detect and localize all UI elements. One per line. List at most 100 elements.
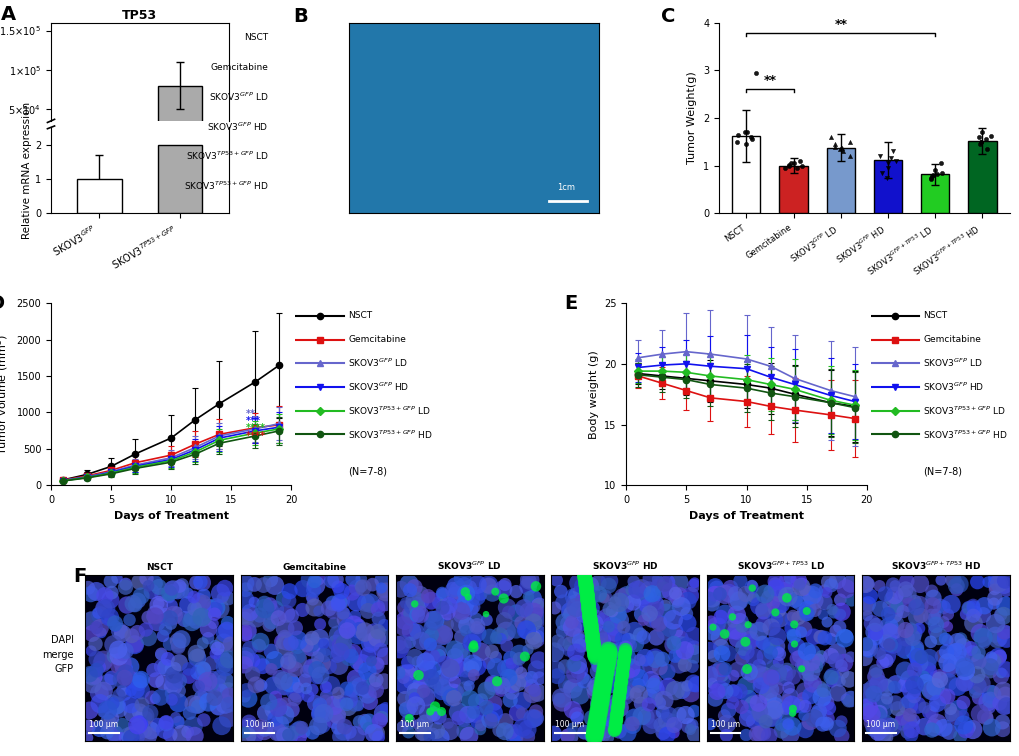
Point <box>291 722 308 734</box>
Point <box>761 683 777 696</box>
Point <box>414 595 430 607</box>
Point <box>642 720 658 732</box>
Point <box>616 685 633 697</box>
Point <box>613 667 630 679</box>
Point <box>123 732 140 744</box>
Point <box>949 680 965 692</box>
Point <box>593 680 609 692</box>
Point <box>762 671 779 683</box>
Point <box>585 730 601 742</box>
Point <box>612 669 629 681</box>
Point <box>368 659 384 671</box>
Point <box>840 696 856 708</box>
Point <box>165 692 181 705</box>
Point <box>377 586 393 598</box>
Text: 100 μm: 100 μm <box>865 720 895 729</box>
Point <box>588 715 604 727</box>
Point <box>826 655 843 667</box>
Point <box>876 718 893 730</box>
Point <box>843 594 859 606</box>
Point <box>492 685 508 697</box>
Point <box>280 729 297 741</box>
Point <box>406 581 422 593</box>
X-axis label: Days of Treatment: Days of Treatment <box>114 510 228 521</box>
Point <box>571 665 587 677</box>
Point <box>666 593 683 605</box>
Point <box>595 652 611 665</box>
Point <box>608 705 625 717</box>
Point <box>864 683 880 696</box>
Point <box>633 608 649 620</box>
Point <box>519 624 535 637</box>
Point <box>257 603 273 615</box>
Point <box>289 730 306 742</box>
Point <box>967 606 983 618</box>
Point <box>676 659 692 671</box>
Point <box>765 696 782 708</box>
Point <box>830 143 847 155</box>
Point <box>590 702 606 714</box>
Point <box>896 665 912 677</box>
Point <box>607 714 624 726</box>
Point <box>323 679 339 691</box>
Point <box>578 586 594 598</box>
Point <box>766 606 783 618</box>
Point <box>213 651 229 663</box>
Point <box>660 624 677 636</box>
Text: 100 μm: 100 μm <box>710 720 739 729</box>
Point <box>147 692 163 705</box>
Point <box>582 630 598 642</box>
Point <box>425 680 441 692</box>
Point <box>269 727 285 739</box>
Point <box>986 572 1003 584</box>
Point <box>866 627 882 639</box>
Point <box>589 708 605 720</box>
Point <box>161 638 177 650</box>
Point <box>99 727 115 739</box>
Point <box>981 130 998 142</box>
Point <box>409 609 425 621</box>
Point <box>729 129 745 141</box>
Point <box>820 702 837 714</box>
Point <box>303 591 319 603</box>
Point <box>873 167 890 179</box>
Point <box>998 663 1014 675</box>
Point <box>603 702 620 714</box>
Point <box>978 143 995 155</box>
Point <box>368 727 384 739</box>
Point <box>888 641 904 653</box>
Point <box>508 707 525 719</box>
Point <box>833 660 849 672</box>
X-axis label: Days of Treatment: Days of Treatment <box>689 510 803 521</box>
Point <box>416 664 432 676</box>
Point <box>791 578 807 590</box>
Point <box>920 652 936 664</box>
Point <box>612 671 629 683</box>
Point <box>312 669 328 681</box>
Point <box>368 674 384 686</box>
Point <box>887 580 903 592</box>
Point <box>886 590 902 602</box>
Point <box>588 714 604 727</box>
Point <box>596 666 612 678</box>
Point <box>603 605 620 617</box>
Point <box>578 584 594 596</box>
Point <box>648 631 664 643</box>
Point <box>137 710 153 722</box>
Point <box>925 612 942 624</box>
Point <box>606 720 623 733</box>
Point <box>472 723 488 736</box>
Text: SKOV3$^{TP53+GFP}$ LD: SKOV3$^{TP53+GFP}$ LD <box>347 404 431 417</box>
Point <box>304 632 320 644</box>
Point <box>714 673 731 685</box>
Point <box>161 591 177 603</box>
Point <box>759 642 775 654</box>
Point <box>446 676 463 688</box>
Point <box>586 649 602 662</box>
Point <box>430 646 446 658</box>
Point <box>738 126 754 138</box>
Point <box>630 688 646 700</box>
Point <box>986 618 1003 630</box>
Point <box>105 697 121 709</box>
Point <box>779 575 795 587</box>
